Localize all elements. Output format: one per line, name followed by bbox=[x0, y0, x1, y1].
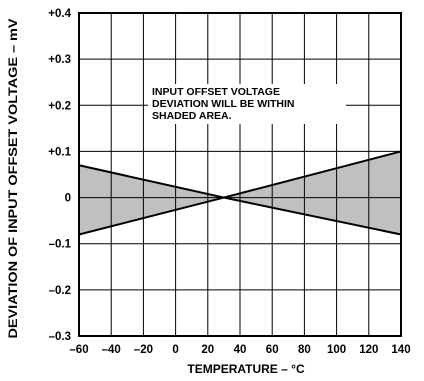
y-tick-label: –0.3 bbox=[49, 331, 71, 343]
series-lines-layer bbox=[78, 150, 402, 236]
x-tick-label: –20 bbox=[134, 344, 153, 356]
y-tick-label: +0.2 bbox=[48, 100, 71, 112]
plot-frame bbox=[78, 12, 402, 337]
x-tick-label: 20 bbox=[201, 344, 214, 356]
x-tick-label: –60 bbox=[69, 344, 88, 356]
annotation-background bbox=[148, 84, 346, 124]
x-tick-labels: –60 –40 –20 0 20 40 60 80 100 120 140 bbox=[69, 344, 410, 356]
x-tick-label: 0 bbox=[172, 344, 178, 356]
x-tick-label: 40 bbox=[234, 344, 247, 356]
x-axis-label: TEMPERATURE – °C bbox=[187, 362, 305, 376]
y-tick-label: +0.1 bbox=[48, 146, 71, 158]
note-line-1: INPUT OFFSET VOLTAGE bbox=[152, 86, 280, 98]
shaded-area-note: INPUT OFFSET VOLTAGE DEVIATION WILL BE W… bbox=[152, 86, 297, 122]
x-tick-label: 120 bbox=[359, 344, 378, 356]
y-tick-label: –0.2 bbox=[49, 285, 71, 297]
note-line-3: SHADED AREA. bbox=[152, 110, 232, 122]
x-tick-label: 60 bbox=[266, 344, 279, 356]
y-tick-label: 0 bbox=[65, 193, 71, 205]
note-line-2: DEVIATION WILL BE WITHIN bbox=[152, 98, 295, 110]
x-tick-label: 100 bbox=[327, 344, 346, 356]
series-line-2 bbox=[78, 150, 402, 236]
y-tick-label: +0.4 bbox=[48, 8, 71, 20]
x-tick-label: 80 bbox=[298, 344, 311, 356]
x-tick-label: 140 bbox=[391, 344, 410, 356]
y-tick-label: –0.1 bbox=[49, 239, 72, 251]
y-tick-labels: +0.4 +0.3 +0.2 +0.1 0 –0.1 –0.2 –0.3 bbox=[48, 8, 71, 343]
y-tick-label: +0.3 bbox=[48, 54, 71, 66]
y-axis-label: DEVIATION OF INPUT OFFSET VOLTAGE – mV bbox=[6, 19, 20, 339]
x-tick-label: –40 bbox=[102, 344, 121, 356]
